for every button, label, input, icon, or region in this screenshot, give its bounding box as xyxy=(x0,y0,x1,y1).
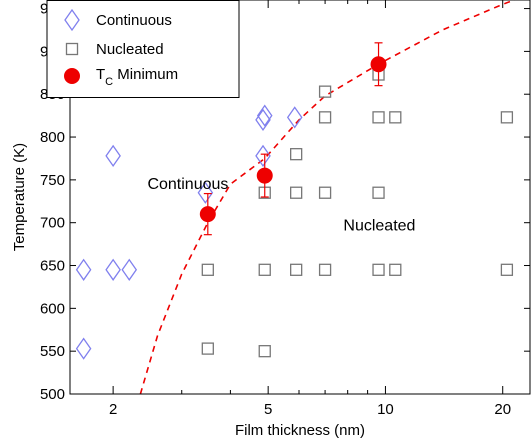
nucleated-point xyxy=(201,263,214,276)
y-tick-label: 500 xyxy=(40,386,65,403)
x-tick-label: 2 xyxy=(109,401,117,418)
legend-label-tc-sub: C xyxy=(105,76,113,88)
continuous-point xyxy=(256,104,273,127)
legend: Continuous Nucleated TC Minimum xyxy=(46,0,240,98)
continuous-point xyxy=(75,258,92,281)
annotation-nucleated: Nucleated xyxy=(343,217,415,234)
nucleated-point xyxy=(290,186,303,199)
y-tick-label: 550 xyxy=(40,343,65,360)
legend-markers xyxy=(64,8,80,84)
x-axis-label: Film thickness (nm) xyxy=(235,422,365,439)
nucleated-point xyxy=(500,263,514,276)
continuous-point xyxy=(75,337,92,360)
nucleated-point xyxy=(258,263,271,276)
points-layer xyxy=(75,42,514,360)
legend-label-continuous: Continuous xyxy=(96,12,172,29)
continuous-point xyxy=(197,181,214,204)
nucleated-point xyxy=(258,345,271,358)
legend-box xyxy=(46,0,240,98)
plot-frame xyxy=(69,0,531,395)
continuous-point xyxy=(105,258,121,281)
x-tick-label: 20 xyxy=(494,401,511,418)
continuous-point xyxy=(105,144,121,168)
legend-label-tc-main: T xyxy=(96,66,105,83)
continuous-point xyxy=(286,106,303,129)
nucleated-point xyxy=(389,263,402,276)
fit-curve xyxy=(139,0,517,395)
annotation-continuous: Continuous xyxy=(147,176,228,193)
nucleated-point xyxy=(290,263,303,276)
nucleated-point xyxy=(318,186,332,199)
nucleated-point xyxy=(372,186,385,199)
legend-label-nucleated: Nucleated xyxy=(96,41,164,58)
nucleated-point xyxy=(318,85,332,98)
fit-curve-layer xyxy=(139,0,517,395)
legend-label-tc-rest: Minimum xyxy=(113,66,178,83)
nucleated-point xyxy=(372,111,385,124)
y-tick-label: 800 xyxy=(40,129,65,146)
y-axis-label: Temperature (K) xyxy=(11,143,28,251)
legend-marker-tc-minimum xyxy=(64,68,80,84)
continuous-point xyxy=(121,258,138,281)
y-tick-label: 700 xyxy=(40,215,65,232)
nucleated-point xyxy=(318,263,332,276)
legend-label-tc-minimum: TC Minimum xyxy=(96,66,178,88)
nucleated-point xyxy=(201,342,214,355)
nucleated-point xyxy=(318,111,332,124)
nucleated-point xyxy=(500,111,514,124)
x-tick-label: 5 xyxy=(264,401,272,418)
nucleated-point xyxy=(290,148,303,161)
nucleated-point xyxy=(389,111,402,124)
legend-marker-nucleated xyxy=(65,42,79,56)
tc-minimum-point xyxy=(199,206,216,223)
y-tick-label: 600 xyxy=(40,300,65,317)
tc-minimum-point xyxy=(256,167,273,184)
y-tick-label: 750 xyxy=(40,172,65,189)
y-tick-label: 650 xyxy=(40,258,65,275)
continuous-point xyxy=(255,144,271,168)
nucleated-point xyxy=(372,263,385,276)
x-tick-label: 10 xyxy=(377,401,394,418)
legend-marker-continuous xyxy=(64,8,80,32)
tc-minimum-point xyxy=(370,56,387,73)
